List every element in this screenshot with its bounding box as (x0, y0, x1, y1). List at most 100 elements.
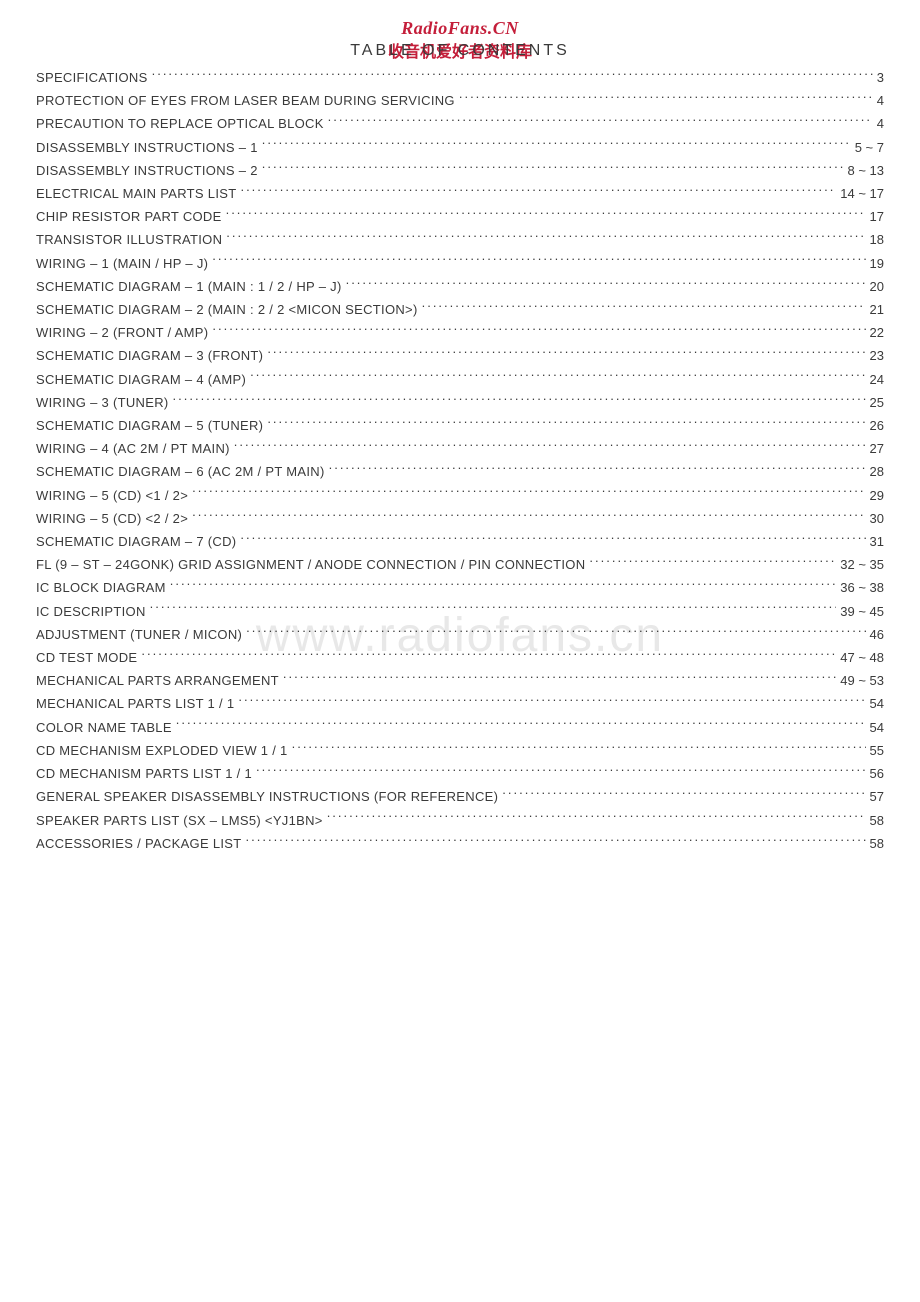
toc-entry-page: 25 (870, 391, 884, 414)
toc-entry-label: SCHEMATIC DIAGRAM – 6 (AC 2M / PT MAIN) (36, 460, 325, 483)
toc-entry-page: 14 ~ 17 (840, 182, 884, 205)
toc-entry-label: SCHEMATIC DIAGRAM – 5 (TUNER) (36, 414, 263, 437)
toc-leader-dots (150, 603, 837, 616)
toc-entry: WIRING – 5 (CD) <2 / 2> 30 (36, 507, 884, 530)
toc-entry-label: IC BLOCK DIAGRAM (36, 576, 166, 599)
toc-entry-page: 47 ~ 48 (840, 646, 884, 669)
toc-entry-page: 31 (870, 530, 884, 553)
toc-entry-label: COLOR NAME TABLE (36, 716, 172, 739)
toc-entry-page: 26 (870, 414, 884, 437)
toc-entry-label: ACCESSORIES / PACKAGE LIST (36, 832, 242, 855)
toc-entry-label: WIRING – 4 (AC 2M / PT MAIN) (36, 437, 230, 460)
toc-entry: TRANSISTOR ILLUSTRATION 18 (36, 228, 884, 251)
toc-entry-label: SCHEMATIC DIAGRAM – 7 (CD) (36, 530, 236, 553)
toc-entry-label: WIRING – 5 (CD) <2 / 2> (36, 507, 188, 530)
toc-entry: SCHEMATIC DIAGRAM – 4 (AMP) 24 (36, 368, 884, 391)
toc-leader-dots (267, 347, 865, 360)
toc-entry: MECHANICAL PARTS LIST 1 / 154 (36, 692, 884, 715)
toc-leader-dots (173, 394, 866, 407)
toc-entry-label: CD MECHANISM EXPLODED VIEW 1 / 1 (36, 739, 288, 762)
toc-leader-dots (267, 417, 865, 430)
toc-entry: SPECIFICATIONS 3 (36, 66, 884, 89)
toc-entry-page: 19 (870, 252, 884, 275)
toc-leader-dots (292, 742, 866, 755)
toc-entry-page: 54 (870, 716, 884, 739)
toc-entry: SCHEMATIC DIAGRAM – 5 (TUNER) 26 (36, 414, 884, 437)
toc-entry-page: 3 (877, 66, 884, 89)
toc-leader-dots (256, 765, 866, 778)
toc-leader-dots (246, 835, 866, 848)
toc-entry: ELECTRICAL MAIN PARTS LIST14 ~ 17 (36, 182, 884, 205)
toc-entry-page: 21 (870, 298, 884, 321)
toc-leader-dots (459, 92, 873, 105)
toc-entry-label: DISASSEMBLY INSTRUCTIONS – 1 (36, 136, 258, 159)
toc-leader-dots (250, 371, 865, 384)
toc-entry: CD TEST MODE47 ~ 48 (36, 646, 884, 669)
toc-leader-dots (212, 324, 865, 337)
table-of-contents: SPECIFICATIONS 3 PROTECTION OF EYES FROM L… (36, 66, 884, 855)
toc-entry: SPEAKER PARTS LIST (SX – LMS5) <YJ1BN>58 (36, 809, 884, 832)
top-watermark-english: RadioFans.CN (0, 18, 920, 39)
toc-entry-label: GENERAL SPEAKER DISASSEMBLY INSTRUCTIONS… (36, 785, 498, 808)
toc-entry: SCHEMATIC DIAGRAM – 2 (MAIN : 2 / 2 <MIC… (36, 298, 884, 321)
toc-entry: PRECAUTION TO REPLACE OPTICAL BLOCK 4 (36, 112, 884, 135)
toc-entry-label: DISASSEMBLY INSTRUCTIONS – 2 (36, 159, 258, 182)
toc-entry: CD MECHANISM PARTS LIST 1 / 1 56 (36, 762, 884, 785)
toc-entry: WIRING – 3 (TUNER) 25 (36, 391, 884, 414)
toc-leader-dots (226, 231, 865, 244)
toc-entry-page: 4 (877, 89, 884, 112)
toc-entry-page: 24 (870, 368, 884, 391)
toc-entry: CD MECHANISM EXPLODED VIEW 1 / 155 (36, 739, 884, 762)
toc-entry-page: 30 (870, 507, 884, 530)
toc-entry-label: PRECAUTION TO REPLACE OPTICAL BLOCK (36, 112, 324, 135)
toc-leader-dots (246, 626, 865, 639)
toc-entry: SCHEMATIC DIAGRAM – 3 (FRONT)23 (36, 344, 884, 367)
toc-entry-page: 18 (870, 228, 884, 251)
toc-entry-label: WIRING – 3 (TUNER) (36, 391, 169, 414)
toc-entry-page: 17 (870, 205, 884, 228)
toc-entry-label: WIRING – 2 (FRONT / AMP) (36, 321, 208, 344)
toc-entry: WIRING – 2 (FRONT / AMP) 22 (36, 321, 884, 344)
toc-leader-dots (226, 208, 866, 221)
toc-entry-page: 49 ~ 53 (840, 669, 884, 692)
toc-entry-label: CD MECHANISM PARTS LIST 1 / 1 (36, 762, 252, 785)
toc-entry-page: 20 (870, 275, 884, 298)
toc-entry-label: PROTECTION OF EYES FROM LASER BEAM DURIN… (36, 89, 455, 112)
toc-entry: CHIP RESISTOR PART CODE 17 (36, 205, 884, 228)
toc-entry: COLOR NAME TABLE 54 (36, 716, 884, 739)
toc-entry-label: SCHEMATIC DIAGRAM – 1 (MAIN : 1 / 2 / HP… (36, 275, 342, 298)
toc-leader-dots (176, 719, 866, 732)
toc-leader-dots (346, 278, 866, 291)
toc-leader-dots (234, 440, 866, 453)
toc-entry: DISASSEMBLY INSTRUCTIONS – 2 8 ~ 13 (36, 159, 884, 182)
toc-entry-page: 32 ~ 35 (840, 553, 884, 576)
toc-entry: IC DESCRIPTION39 ~ 45 (36, 600, 884, 623)
toc-entry-label: CHIP RESISTOR PART CODE (36, 205, 222, 228)
toc-leader-dots (152, 69, 873, 82)
toc-leader-dots (212, 255, 865, 268)
toc-leader-dots (422, 301, 866, 314)
toc-entry: SCHEMATIC DIAGRAM – 6 (AC 2M / PT MAIN)2… (36, 460, 884, 483)
toc-entry: SCHEMATIC DIAGRAM – 7 (CD) 31 (36, 530, 884, 553)
toc-entry: ADJUSTMENT (TUNER / MICON)46 (36, 623, 884, 646)
toc-entry-page: 4 (877, 112, 884, 135)
toc-entry: FL (9 – ST – 24GONK) GRID ASSIGNMENT / A… (36, 553, 884, 576)
toc-leader-dots (262, 139, 851, 152)
toc-entry-page: 56 (870, 762, 884, 785)
toc-leader-dots (502, 788, 865, 801)
toc-leader-dots (240, 185, 836, 198)
toc-leader-dots (141, 649, 836, 662)
toc-entry-label: SPECIFICATIONS (36, 66, 148, 89)
toc-entry: WIRING – 4 (AC 2M / PT MAIN)27 (36, 437, 884, 460)
toc-leader-dots (329, 463, 866, 476)
toc-entry-label: SCHEMATIC DIAGRAM – 4 (AMP) (36, 368, 246, 391)
toc-entry-page: 8 ~ 13 (847, 159, 884, 182)
toc-entry-label: TRANSISTOR ILLUSTRATION (36, 228, 222, 251)
toc-leader-dots (328, 115, 873, 128)
toc-entry-page: 22 (870, 321, 884, 344)
toc-leader-dots (262, 162, 844, 175)
toc-entry-page: 58 (870, 832, 884, 855)
toc-entry-page: 5 ~ 7 (855, 136, 884, 159)
toc-entry-page: 36 ~ 38 (840, 576, 884, 599)
toc-entry-page: 57 (870, 785, 884, 808)
